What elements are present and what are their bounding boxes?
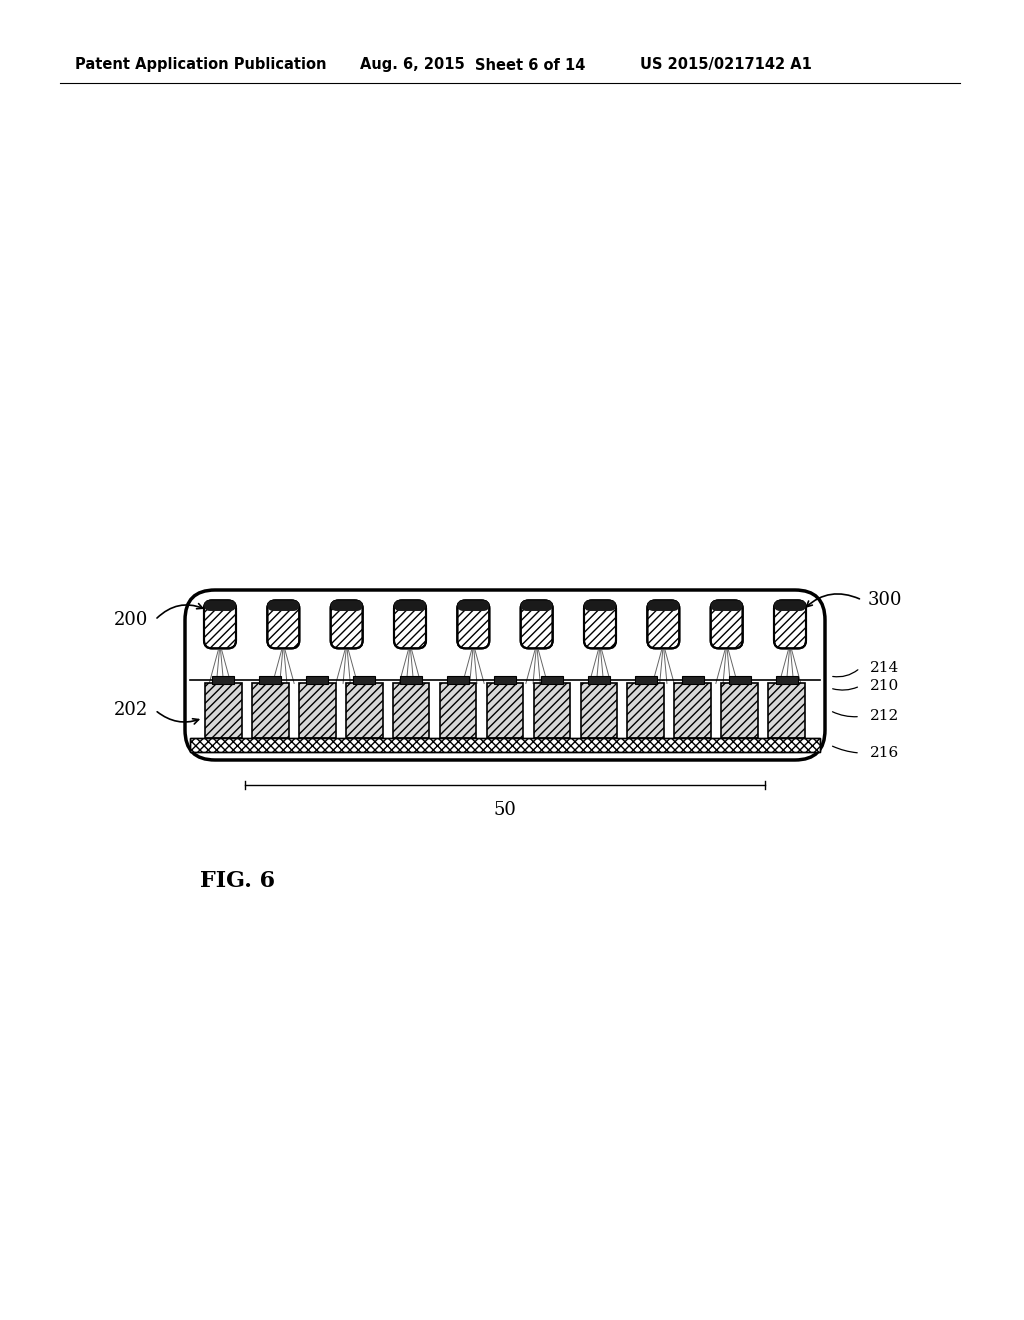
FancyBboxPatch shape [458,601,489,648]
FancyBboxPatch shape [394,601,426,611]
FancyBboxPatch shape [331,601,362,648]
Bar [346,682,383,738]
Bar [635,676,656,684]
Text: 216: 216 [870,746,899,760]
Bar [346,682,383,738]
Bar [534,682,570,738]
Bar [439,682,476,738]
Bar [581,682,617,738]
Text: 50: 50 [494,801,516,818]
Bar [353,676,375,684]
Bar [213,676,234,684]
FancyBboxPatch shape [267,601,299,611]
Text: 214: 214 [870,661,899,675]
Bar [205,682,242,738]
FancyBboxPatch shape [394,601,426,648]
Bar [252,682,289,738]
FancyBboxPatch shape [647,601,679,648]
Bar [721,682,758,738]
FancyBboxPatch shape [204,601,236,648]
FancyBboxPatch shape [584,601,616,648]
Bar [205,682,242,738]
Bar [205,682,242,738]
Bar [534,682,570,738]
Bar [581,682,617,738]
FancyBboxPatch shape [774,601,806,648]
Bar [447,676,469,684]
Text: Patent Application Publication: Patent Application Publication [75,58,327,73]
Bar [682,676,703,684]
Bar [439,682,476,738]
Bar [439,682,476,738]
Bar [721,682,758,738]
Text: 300: 300 [868,591,902,609]
Bar [768,682,805,738]
FancyBboxPatch shape [204,601,236,611]
Text: FIG. 6: FIG. 6 [200,870,275,892]
FancyBboxPatch shape [584,601,616,611]
Bar [299,682,336,738]
FancyBboxPatch shape [331,601,362,611]
Text: 202: 202 [114,701,148,719]
Bar [534,682,570,738]
Bar [252,682,289,738]
FancyBboxPatch shape [774,601,806,611]
Bar [628,682,665,738]
Bar [306,676,329,684]
Bar [581,682,617,738]
Bar [346,682,383,738]
Bar [486,682,523,738]
Bar [299,682,336,738]
Bar [393,682,429,738]
Bar [190,738,820,752]
Bar [190,738,820,752]
Bar [675,682,711,738]
Bar [775,676,798,684]
Bar [486,682,523,738]
Bar [190,738,820,752]
Bar [628,682,665,738]
FancyBboxPatch shape [647,601,679,611]
Text: 200: 200 [114,611,148,630]
Bar [486,682,523,738]
Bar [259,676,282,684]
Bar [252,682,289,738]
Text: 210: 210 [870,678,899,693]
Bar [541,676,563,684]
Bar [494,676,516,684]
Bar [588,676,610,684]
Bar [393,682,429,738]
FancyBboxPatch shape [520,601,553,648]
Bar [628,682,665,738]
Text: Sheet 6 of 14: Sheet 6 of 14 [475,58,586,73]
FancyBboxPatch shape [458,601,489,611]
Bar [299,682,336,738]
Bar [768,682,805,738]
Text: 212: 212 [870,710,899,723]
Bar [729,676,751,684]
FancyBboxPatch shape [711,601,742,648]
FancyBboxPatch shape [267,601,299,648]
Text: Aug. 6, 2015: Aug. 6, 2015 [360,58,465,73]
FancyBboxPatch shape [520,601,553,611]
Bar [675,682,711,738]
FancyBboxPatch shape [185,590,825,760]
Bar [721,682,758,738]
Text: US 2015/0217142 A1: US 2015/0217142 A1 [640,58,812,73]
Bar [400,676,422,684]
Bar [675,682,711,738]
FancyBboxPatch shape [711,601,742,611]
Bar [393,682,429,738]
Bar [768,682,805,738]
